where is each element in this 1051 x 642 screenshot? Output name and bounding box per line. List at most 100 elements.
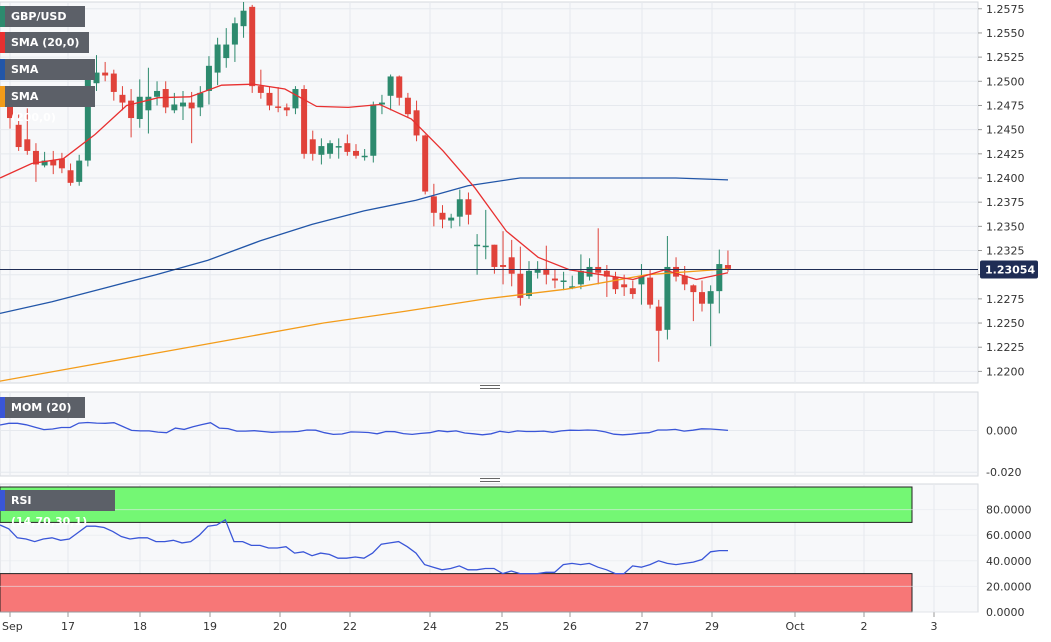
- candle-body: [335, 146, 342, 148]
- candle-body: [309, 139, 316, 154]
- mom-line: [0, 421, 729, 436]
- price-y-tick-label: 1.2350: [986, 220, 1025, 233]
- current-price-label: 1.23054: [985, 263, 1035, 276]
- candle-body: [560, 280, 567, 282]
- legend-rsi-swatch: [0, 490, 5, 511]
- candle-body: [275, 106, 282, 108]
- candle-body: [655, 306, 662, 331]
- legend-sma100[interactable]: SMA (100,0): [0, 59, 95, 97]
- candle-body: [128, 100, 135, 119]
- mom-y-tick-label: 0.000: [986, 424, 1018, 437]
- candle-body: [162, 89, 169, 108]
- candle-body: [110, 73, 117, 92]
- candle-body: [465, 199, 472, 215]
- rsi-line: [0, 518, 728, 575]
- x-tick-label: 2: [861, 620, 868, 633]
- candle-body: [93, 72, 100, 84]
- price-y-tick-label: 1.2450: [986, 124, 1025, 137]
- price-y-tick-label: 1.2425: [986, 148, 1025, 161]
- rsi-y-tick-label: 80.0000: [986, 504, 1032, 517]
- candle-body: [353, 150, 359, 156]
- candle-body: [318, 146, 325, 155]
- candle-body: [214, 44, 221, 73]
- candle-body: [231, 23, 238, 45]
- current-price-tag: [980, 260, 1038, 279]
- candle-body: [180, 102, 186, 107]
- candle-body: [456, 199, 463, 217]
- candle-body: [534, 268, 541, 273]
- candle-body: [205, 65, 212, 91]
- candle-body: [586, 266, 593, 277]
- candle-body: [724, 265, 731, 269]
- rsi-overbought-zone: [0, 486, 913, 523]
- x-tick-label: 26: [563, 620, 577, 633]
- x-tick-label: 25: [495, 620, 509, 633]
- legend-rsi[interactable]: RSI (14,70,30,1): [0, 490, 115, 528]
- candle-body: [526, 270, 532, 296]
- candle-body: [508, 257, 515, 274]
- candle-body: [84, 78, 91, 161]
- candle-body: [15, 124, 22, 148]
- rsi-oversold-zone: [0, 573, 913, 613]
- candle-body: [500, 265, 507, 267]
- mom-y-tick-label: -0.020: [986, 466, 1021, 479]
- candle-body: [430, 196, 437, 213]
- candle-body: [482, 245, 489, 248]
- candle-body: [24, 139, 31, 151]
- x-tick-label: 3: [931, 620, 938, 633]
- candle-body: [690, 285, 697, 293]
- candle-body: [361, 155, 368, 158]
- candle-body: [32, 150, 39, 165]
- rsi-y-tick-label: 60.0000: [986, 529, 1032, 542]
- x-tick-label: 22: [343, 620, 357, 633]
- candle-body: [257, 86, 264, 93]
- candle-body: [664, 266, 671, 330]
- panel-price-bg: [0, 1, 979, 384]
- candle-body: [612, 276, 619, 290]
- candle-body: [266, 92, 273, 106]
- x-tick-label: 29: [705, 620, 719, 633]
- legend-sma20-label: SMA (20,0): [11, 36, 80, 49]
- legend-rsi-label: RSI (14,70,30,1): [11, 494, 88, 528]
- x-tick-label: 18: [133, 620, 147, 633]
- candle-body: [327, 143, 334, 154]
- candle-body: [292, 89, 299, 109]
- rsi-y-tick-label: 40.0000: [986, 555, 1032, 568]
- sma20-line: [0, 83, 729, 281]
- legend-mom-label: MOM (20): [11, 401, 72, 414]
- candle-body: [387, 76, 394, 96]
- price-y-tick-label: 1.2400: [986, 172, 1025, 185]
- candle-body: [188, 102, 195, 109]
- legend-sma200[interactable]: SMA (200,0): [0, 86, 95, 124]
- legend-price-swatch: [0, 6, 5, 27]
- x-tick-label: 24: [423, 620, 437, 633]
- x-tick-label: 19: [203, 620, 217, 633]
- legend-mom[interactable]: MOM (20): [0, 397, 85, 418]
- x-tick-label: Sep: [2, 620, 23, 633]
- price-y-tick-label: 1.2375: [986, 196, 1025, 209]
- candle-body: [102, 72, 109, 76]
- candle-body: [716, 264, 723, 292]
- candle-body: [370, 104, 377, 156]
- candle-body: [439, 212, 446, 220]
- candle-body: [517, 273, 524, 298]
- candle-body: [621, 284, 628, 288]
- price-y-tick-label: 1.2200: [986, 365, 1025, 378]
- candle-body: [413, 110, 420, 136]
- candle-body: [7, 102, 13, 119]
- legend-sma20[interactable]: SMA (20,0): [0, 32, 89, 53]
- price-y-tick-label: 1.2275: [986, 293, 1025, 306]
- legend-mom-swatch: [0, 397, 5, 418]
- price-y-tick-label: 1.2250: [986, 317, 1025, 330]
- candle-body: [569, 286, 576, 289]
- candle-body: [551, 278, 558, 281]
- candle-body: [58, 158, 65, 169]
- candle-body: [629, 288, 636, 295]
- candle-body: [404, 97, 411, 115]
- candle-body: [283, 107, 290, 111]
- candle-body: [448, 217, 455, 221]
- candle-body: [474, 244, 481, 247]
- legend-price[interactable]: GBP/USD: [0, 6, 85, 27]
